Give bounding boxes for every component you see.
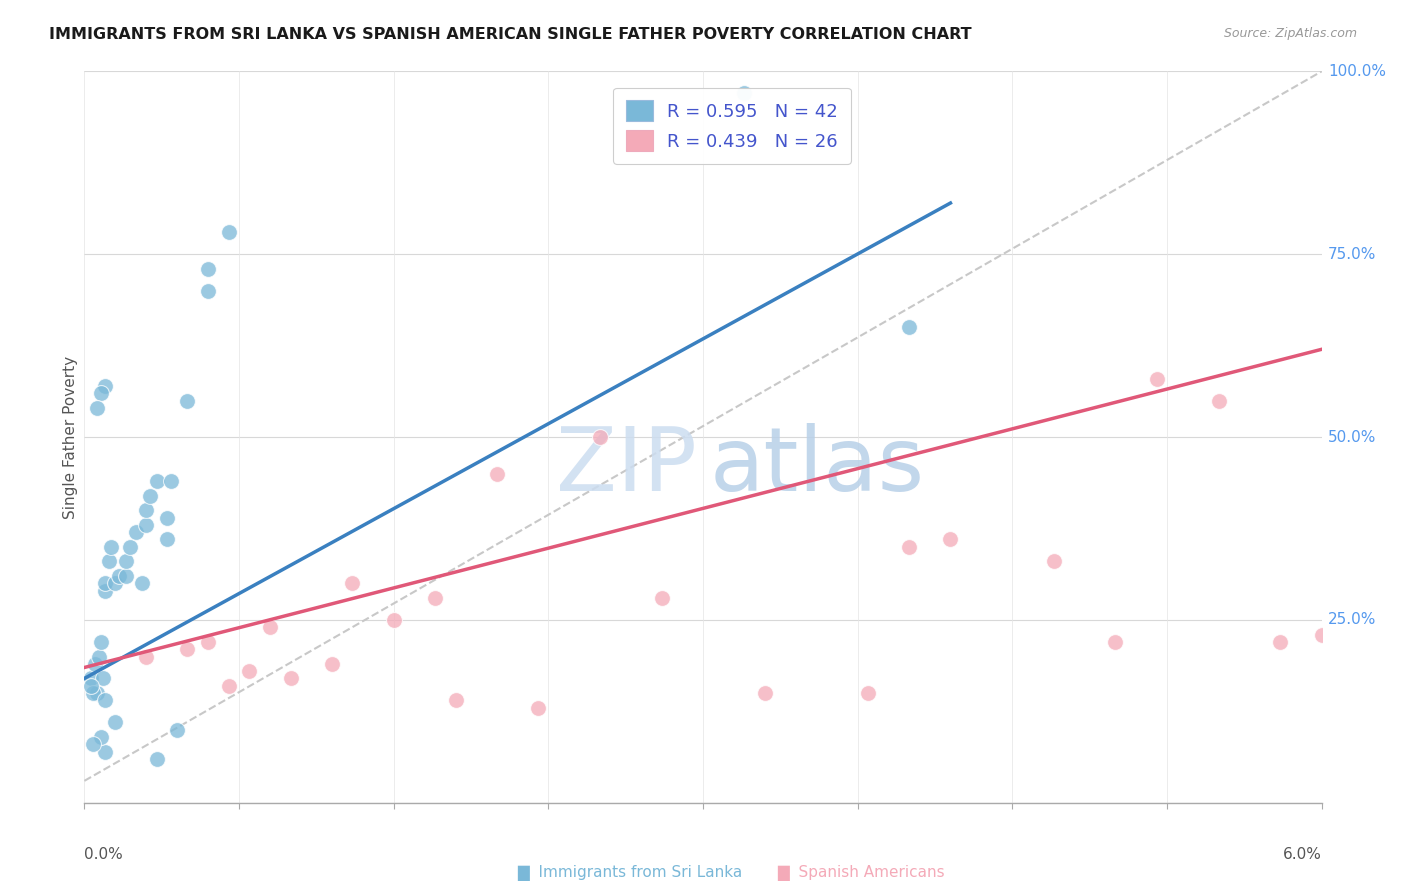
Point [82,686,104,700]
Point [1146,371,1168,385]
Legend: R = 0.595   N = 42, R = 0.439   N = 26: R = 0.595 N = 42, R = 0.439 N = 26 [613,87,851,164]
Point [342,576,364,591]
Point [87,649,110,664]
Point [856,686,879,700]
Y-axis label: Single Father Poverty: Single Father Poverty [63,356,77,518]
Point [91,672,114,686]
Point [898,540,921,554]
Point [238,664,260,678]
Text: atlas: atlas [709,423,924,510]
Point [90,386,112,401]
Point [94,745,117,759]
Point [156,533,179,547]
Point [1310,627,1333,641]
Text: ZIP: ZIP [555,423,697,510]
Point [79,679,101,693]
Point [589,430,612,444]
Point [135,649,157,664]
Point [898,320,921,334]
Point [82,737,104,751]
Point [280,672,302,686]
Point [94,379,117,393]
Point [135,503,157,517]
Point [90,730,112,744]
Point [166,723,188,737]
Point [423,591,446,605]
Text: 50.0%: 50.0% [1327,430,1376,444]
Point [104,576,127,591]
Point [118,540,141,554]
Point [94,693,117,707]
Point [197,261,219,276]
Point [131,576,153,591]
Point [86,401,108,415]
Text: 25.0%: 25.0% [1327,613,1376,627]
Point [1208,393,1230,408]
Point [125,525,148,540]
Point [86,686,108,700]
Point [160,474,183,488]
Point [733,87,755,101]
Point [114,554,136,568]
Text: 100.0%: 100.0% [1327,64,1386,78]
Point [444,693,467,707]
Point [108,569,131,583]
Point [527,700,550,714]
Point [94,583,117,598]
Point [197,635,219,649]
Point [90,635,112,649]
Point [100,540,122,554]
Point [79,672,101,686]
Point [485,467,508,481]
Point [176,393,198,408]
Point [259,620,281,634]
Point [94,576,117,591]
Point [197,284,219,298]
Point [1270,635,1292,649]
Text: IMMIGRANTS FROM SRI LANKA VS SPANISH AMERICAN SINGLE FATHER POVERTY CORRELATION : IMMIGRANTS FROM SRI LANKA VS SPANISH AME… [49,27,972,42]
Point [139,489,162,503]
Point [651,591,673,605]
Point [104,715,127,730]
Point [1104,635,1126,649]
Point [939,533,962,547]
Point [1042,554,1064,568]
Text: █  Immigrants from Sri Lanka: █ Immigrants from Sri Lanka [517,865,742,881]
Point [176,642,198,657]
Text: 0.0%: 0.0% [84,847,124,862]
Point [145,752,167,766]
Point [114,569,136,583]
Point [156,510,179,524]
Point [135,517,157,532]
Point [754,686,776,700]
Text: 6.0%: 6.0% [1282,847,1322,862]
Text: █  Spanish Americans: █ Spanish Americans [778,865,945,881]
Point [218,679,240,693]
Point [98,554,121,568]
Point [83,657,105,671]
Point [145,474,167,488]
Text: Source: ZipAtlas.com: Source: ZipAtlas.com [1223,27,1357,40]
Point [382,613,405,627]
Text: 75.0%: 75.0% [1327,247,1376,261]
Point [321,657,343,671]
Point [218,225,240,239]
